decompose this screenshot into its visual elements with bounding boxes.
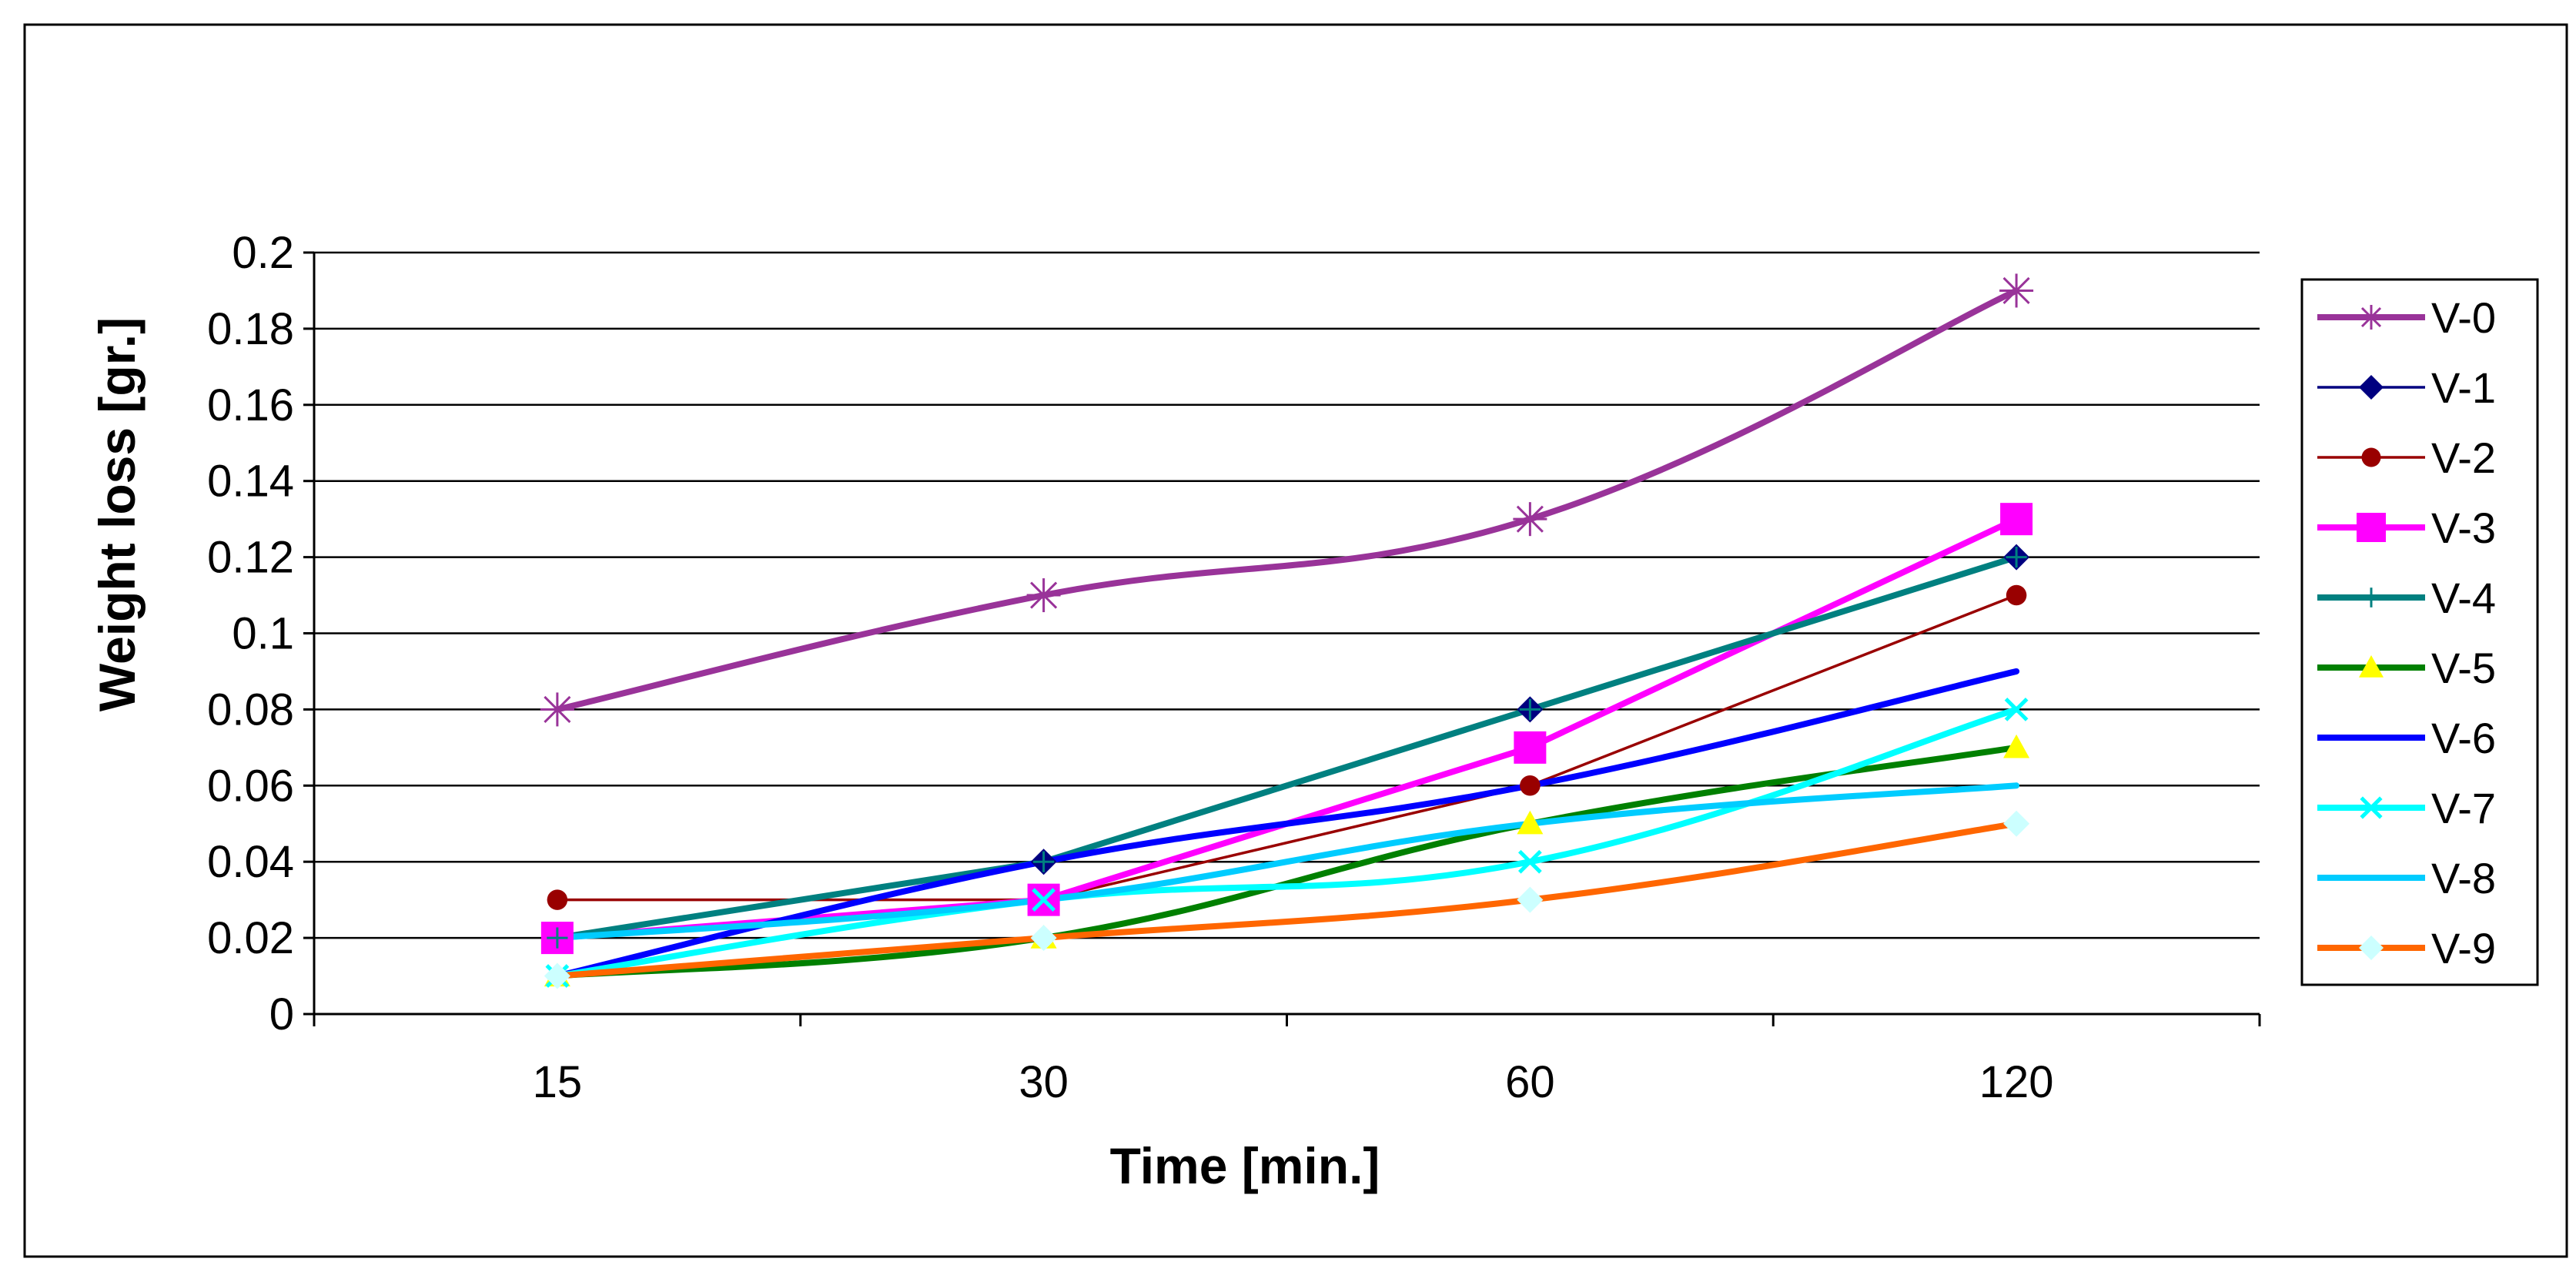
legend-label-V-9: V-9 xyxy=(2431,924,2496,972)
data-point-V-0-stroke xyxy=(544,695,571,723)
data-point-V-7-stroke xyxy=(1032,888,1055,912)
legend-box xyxy=(2300,278,2539,986)
legend-marker-V-5 xyxy=(2359,655,2384,678)
data-point-V-2 xyxy=(547,889,568,910)
data-point-V-4 xyxy=(547,927,568,949)
data-point-V-7 xyxy=(1518,849,1542,874)
legend: V-0 V-1 V-2 V-3 V-4 V-5 V-6 V-7 V-8 V-9 xyxy=(2300,278,2539,986)
series-line-V-9 xyxy=(554,820,2020,979)
series-lines xyxy=(554,287,2020,979)
legend-marker-V-7 xyxy=(2360,796,2383,819)
data-point-V-4 xyxy=(2006,547,2027,568)
legend-label-V-7: V-7 xyxy=(2431,784,2496,832)
data-point-V-0-stroke xyxy=(1516,505,1544,533)
legend-label-V-0: V-0 xyxy=(2431,293,2496,342)
y-tick-label: 0.04 xyxy=(207,837,294,887)
data-point-V-0 xyxy=(1513,502,1547,537)
data-point-V-0-stroke xyxy=(2002,276,2030,305)
y-tick-label: 0 xyxy=(269,989,294,1039)
series-line-V-4 xyxy=(554,554,2020,942)
chart-area-border xyxy=(23,23,2568,1258)
data-point-V-9 xyxy=(1030,925,1057,952)
legend-marker-V-1 xyxy=(2359,375,2384,400)
x-tick-label: 120 xyxy=(1979,1057,2054,1107)
series-line-V-7 xyxy=(554,706,2020,979)
data-point-V-0 xyxy=(1026,578,1061,613)
legend-label-V-8: V-8 xyxy=(2431,854,2496,902)
x-tick-label: 30 xyxy=(1019,1057,1069,1107)
axes: 0 0.02 0.04 0.06 0.08 0.1 0.12 0.14 0.16 0.18 0.2 1… xyxy=(207,228,2261,1107)
legend-marker-V-7-stroke xyxy=(2360,796,2383,819)
gridlines xyxy=(314,251,2260,939)
legend-marker-V-2 xyxy=(2361,447,2381,467)
data-point-V-4 xyxy=(1033,851,1055,872)
data-point-V-2 xyxy=(1520,775,1541,796)
data-point-V-7 xyxy=(2004,698,2029,721)
data-point-V-2 xyxy=(2006,584,2027,606)
series-markers xyxy=(540,273,2034,989)
y-tick-label: 0.12 xyxy=(207,533,294,583)
data-point-V-5 xyxy=(1517,810,1544,835)
y-tick-label: 0.14 xyxy=(207,457,294,507)
series-line-V-8 xyxy=(554,782,2020,942)
data-point-V-0-stroke xyxy=(1030,581,1058,609)
legend-marker-V-3 xyxy=(2357,513,2386,542)
data-point-V-9 xyxy=(544,962,570,989)
y-tick-label: 0.16 xyxy=(207,380,294,430)
y-tick-label: 0.1 xyxy=(232,609,294,659)
data-point-V-7-stroke xyxy=(1518,849,1542,874)
data-point-V-0 xyxy=(540,692,574,727)
x-tick-label: 60 xyxy=(1505,1057,1555,1107)
y-tick-label: 0.02 xyxy=(207,913,294,963)
y-axis-title: Weight loss [gr.] xyxy=(89,317,146,711)
legend-marker-V-9 xyxy=(2359,936,2384,960)
data-point-V-3 xyxy=(2000,503,2033,536)
legend-label-V-1: V-1 xyxy=(2431,363,2496,412)
y-tick-label: 0.08 xyxy=(207,685,294,735)
data-point-V-9 xyxy=(1517,886,1544,913)
series-line-V-0 xyxy=(554,287,2020,713)
y-tick-label: 0.06 xyxy=(207,761,294,811)
legend-marker-V-0-stroke xyxy=(2360,306,2382,328)
data-point-V-4 xyxy=(1519,698,1541,720)
legend-marker-V-0 xyxy=(2359,305,2384,330)
data-point-V-7 xyxy=(1032,888,1055,912)
legend-label-V-3: V-3 xyxy=(2431,504,2496,552)
x-tick-label: 15 xyxy=(533,1057,583,1107)
legend-label-V-5: V-5 xyxy=(2431,644,2496,692)
legend-marker-V-4 xyxy=(2361,587,2381,608)
data-point-V-0 xyxy=(1999,273,2034,308)
x-axis-title: Time [min.] xyxy=(1110,1137,1380,1194)
y-tick-label: 0.18 xyxy=(207,304,294,354)
legend-label-V-6: V-6 xyxy=(2431,714,2496,762)
legend-label-V-4: V-4 xyxy=(2431,574,2496,622)
data-point-V-7-stroke xyxy=(2004,698,2029,721)
data-point-V-3 xyxy=(1514,731,1547,764)
data-point-V-9 xyxy=(2003,810,2030,837)
data-point-V-5 xyxy=(2003,734,2030,758)
y-tick-label: 0.2 xyxy=(232,228,294,278)
legend-label-V-2: V-2 xyxy=(2431,433,2496,482)
